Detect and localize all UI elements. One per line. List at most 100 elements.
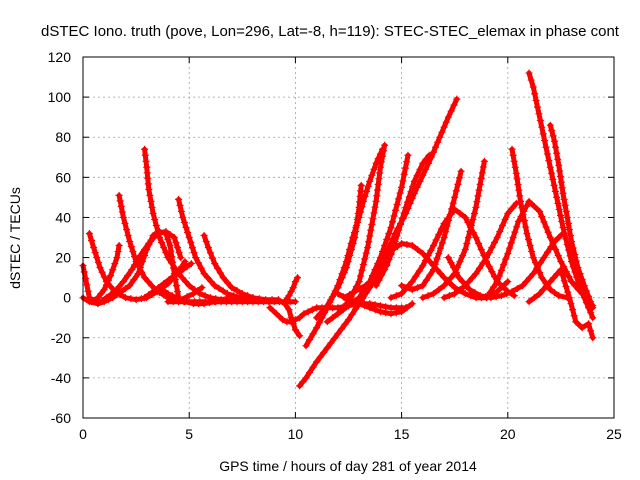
data-point-marker (475, 264, 483, 272)
data-point-marker (408, 242, 416, 250)
data-point-marker (562, 282, 570, 290)
data-point-marker (550, 274, 558, 282)
data-point-marker (149, 288, 157, 296)
data-point-marker (166, 230, 174, 238)
data-point-marker (118, 208, 126, 216)
data-point-marker (190, 249, 198, 257)
data-point-marker (444, 254, 452, 262)
data-point-marker (453, 95, 461, 103)
data-point-marker (339, 293, 347, 301)
data-point-marker (363, 187, 371, 195)
data-point-marker (450, 264, 458, 272)
data-point-marker (299, 378, 307, 386)
data-point-marker (346, 252, 354, 260)
data-point-marker (385, 229, 393, 237)
data-point-marker (309, 363, 317, 371)
data-point-marker (121, 219, 129, 227)
data-series (508, 145, 571, 302)
data-point-marker (182, 223, 190, 231)
data-point-marker (100, 273, 108, 281)
data-point-marker (327, 296, 335, 304)
data-point-marker (84, 287, 92, 295)
data-point-marker (554, 155, 562, 163)
data-point-marker (347, 246, 355, 254)
data-point-marker (546, 121, 554, 129)
data-point-marker (536, 269, 544, 277)
data-point-marker (119, 213, 127, 221)
data-point-marker (102, 294, 110, 302)
data-point-marker (555, 292, 563, 300)
data-series (444, 229, 567, 302)
data-point-marker (496, 227, 504, 235)
y-tick-label: 100 (48, 89, 72, 105)
data-point-marker (107, 272, 115, 280)
data-point-marker (138, 258, 146, 266)
data-point-marker (341, 320, 349, 328)
data-point-marker (172, 282, 180, 290)
data-point-marker (346, 291, 354, 299)
data-point-marker (116, 291, 124, 299)
data-point-marker (429, 242, 437, 250)
data-point-marker (141, 246, 149, 254)
data-point-marker (362, 249, 370, 257)
data-point-marker (337, 325, 345, 333)
data-point-marker (179, 213, 187, 221)
data-point-marker (201, 292, 209, 300)
data-point-marker (513, 223, 521, 231)
data-point-marker (285, 306, 293, 314)
data-point-marker (176, 201, 184, 209)
data-point-marker (141, 274, 149, 282)
data-point-marker (308, 306, 316, 314)
data-point-marker (382, 309, 390, 317)
data-point-marker (401, 164, 409, 172)
data-point-marker (376, 302, 384, 310)
data-point-marker (522, 202, 530, 210)
data-point-marker (455, 174, 463, 182)
data-point-marker (378, 248, 386, 256)
data-point-marker (387, 310, 395, 318)
data-point-marker (493, 278, 501, 286)
data-point-marker (555, 234, 563, 241)
data-point-marker (398, 240, 406, 248)
data-point-marker (546, 234, 554, 241)
series-line (526, 70, 596, 321)
data-point-marker (141, 151, 149, 159)
data-point-marker (358, 266, 366, 274)
data-point-marker (287, 318, 295, 326)
data-point-marker (334, 284, 342, 292)
data-point-marker (188, 244, 196, 252)
data-point-marker (435, 286, 443, 294)
data-point-marker (115, 191, 123, 199)
data-point-marker (145, 185, 153, 193)
data-point-marker (390, 212, 398, 220)
data-point-marker (345, 302, 352, 310)
data-point-marker (87, 237, 95, 245)
data-point-marker (539, 130, 547, 138)
data-point-marker (531, 259, 539, 267)
data-point-marker (549, 132, 557, 140)
data-point-marker (132, 258, 140, 266)
data-series (525, 266, 597, 342)
data-point-marker (127, 295, 135, 303)
data-point-marker (526, 274, 534, 282)
data-point-marker (532, 96, 540, 104)
data-point-marker (408, 278, 416, 286)
data-point-marker (572, 318, 580, 326)
data-series (87, 242, 123, 306)
data-point-marker (582, 287, 590, 295)
data-point-marker (388, 218, 396, 226)
data-point-marker (368, 220, 376, 228)
data-point-marker (313, 358, 321, 366)
data-point-marker (128, 266, 136, 274)
data-point-marker (207, 278, 215, 286)
data-point-marker (397, 220, 405, 228)
data-point-marker (366, 232, 374, 240)
data-point-marker (395, 226, 403, 234)
data-point-marker (538, 123, 546, 131)
data-point-marker (142, 157, 150, 165)
data-point-marker (216, 269, 224, 277)
data-point-marker (509, 234, 517, 241)
data-point-marker (472, 270, 480, 278)
data-point-marker (85, 229, 93, 237)
data-point-marker (91, 249, 99, 257)
